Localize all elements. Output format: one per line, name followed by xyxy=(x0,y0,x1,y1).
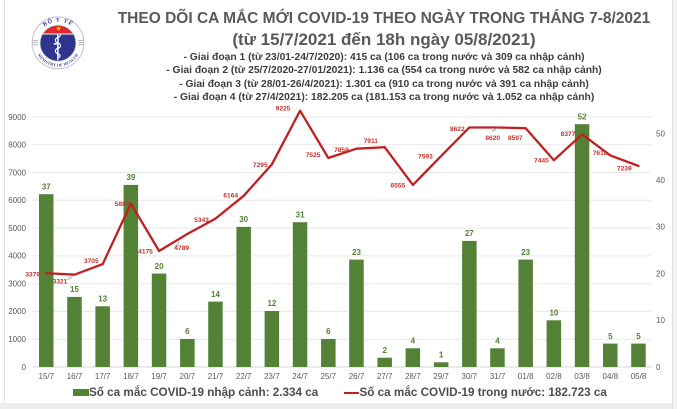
svg-text:8597: 8597 xyxy=(508,135,523,142)
svg-text:10: 10 xyxy=(656,316,665,325)
svg-text:31/7: 31/7 xyxy=(490,372,506,381)
svg-text:7000: 7000 xyxy=(8,168,26,177)
svg-text:2000: 2000 xyxy=(8,307,26,316)
svg-text:15: 15 xyxy=(70,285,79,294)
svg-text:6: 6 xyxy=(326,327,331,336)
svg-text:23/7: 23/7 xyxy=(264,372,280,381)
svg-text:6555: 6555 xyxy=(390,182,405,189)
svg-text:7239: 7239 xyxy=(617,165,632,172)
svg-text:52: 52 xyxy=(578,112,587,121)
svg-text:1: 1 xyxy=(439,351,444,360)
svg-text:9000: 9000 xyxy=(8,113,26,122)
svg-text:02/8: 02/8 xyxy=(546,372,562,381)
svg-text:27: 27 xyxy=(465,229,474,238)
svg-text:7445: 7445 xyxy=(534,158,549,165)
svg-text:8620: 8620 xyxy=(485,135,500,142)
svg-text:6: 6 xyxy=(185,327,190,336)
svg-text:25/7: 25/7 xyxy=(321,372,337,381)
svg-text:27/7: 27/7 xyxy=(377,372,393,381)
svg-text:29/7: 29/7 xyxy=(433,372,449,381)
svg-text:3321: 3321 xyxy=(53,278,68,285)
svg-text:40: 40 xyxy=(656,176,665,185)
svg-text:4789: 4789 xyxy=(174,245,189,252)
svg-text:7295: 7295 xyxy=(253,162,268,169)
svg-text:24/7: 24/7 xyxy=(292,372,308,381)
svg-text:20/7: 20/7 xyxy=(180,372,196,381)
svg-text:39: 39 xyxy=(126,173,135,182)
svg-text:4175: 4175 xyxy=(138,248,153,255)
svg-text:4: 4 xyxy=(411,337,416,346)
svg-text:30: 30 xyxy=(656,223,665,232)
svg-text:13: 13 xyxy=(98,295,107,304)
svg-text:21/7: 21/7 xyxy=(208,372,224,381)
svg-text:18/7: 18/7 xyxy=(123,372,139,381)
svg-text:26/7: 26/7 xyxy=(349,372,365,381)
svg-text:2: 2 xyxy=(382,346,387,355)
svg-text:7618: 7618 xyxy=(593,150,608,157)
svg-text:4: 4 xyxy=(495,337,500,346)
svg-text:17/7: 17/7 xyxy=(95,372,111,381)
svg-text:14: 14 xyxy=(211,290,220,299)
svg-text:37: 37 xyxy=(42,182,51,191)
svg-text:6164: 6164 xyxy=(223,193,238,200)
svg-text:3000: 3000 xyxy=(8,280,26,289)
svg-text:05/8: 05/8 xyxy=(631,372,647,381)
svg-text:4000: 4000 xyxy=(8,252,26,261)
svg-text:23: 23 xyxy=(352,248,361,257)
svg-text:6000: 6000 xyxy=(8,196,26,205)
svg-text:10: 10 xyxy=(549,309,558,318)
svg-text:04/8: 04/8 xyxy=(603,372,619,381)
svg-text:20: 20 xyxy=(656,269,665,278)
svg-text:22/7: 22/7 xyxy=(236,372,252,381)
svg-text:0: 0 xyxy=(656,363,661,372)
svg-text:03/8: 03/8 xyxy=(574,372,590,381)
svg-text:30: 30 xyxy=(239,215,248,224)
svg-text:7911: 7911 xyxy=(364,138,379,145)
svg-text:16/7: 16/7 xyxy=(67,372,83,381)
svg-text:5887: 5887 xyxy=(115,201,130,208)
svg-text:BỘ Y TẾ: BỘ Y TẾ xyxy=(42,16,75,28)
svg-text:0: 0 xyxy=(22,363,27,372)
svg-text:01/8: 01/8 xyxy=(518,372,534,381)
svg-text:5343: 5343 xyxy=(194,217,209,224)
svg-text:5: 5 xyxy=(636,332,641,341)
svg-text:19/7: 19/7 xyxy=(151,372,167,381)
svg-text:8622: 8622 xyxy=(450,126,465,133)
svg-text:7593: 7593 xyxy=(418,154,433,161)
svg-text:1000: 1000 xyxy=(8,335,26,344)
svg-text:7525: 7525 xyxy=(306,152,321,159)
svg-text:5: 5 xyxy=(608,332,613,341)
svg-text:5000: 5000 xyxy=(8,224,26,233)
svg-text:23: 23 xyxy=(521,248,530,257)
svg-text:15/7: 15/7 xyxy=(39,372,55,381)
svg-text:12: 12 xyxy=(267,299,276,308)
svg-text:30/7: 30/7 xyxy=(462,372,478,381)
svg-text:9225: 9225 xyxy=(276,106,291,113)
svg-text:31: 31 xyxy=(296,210,305,219)
svg-text:20: 20 xyxy=(155,262,164,271)
svg-text:8000: 8000 xyxy=(8,141,26,150)
svg-text:28/7: 28/7 xyxy=(405,372,421,381)
svg-text:3705: 3705 xyxy=(84,258,99,265)
svg-text:8377: 8377 xyxy=(561,131,576,138)
svg-text:3379: 3379 xyxy=(25,271,40,278)
svg-text:50: 50 xyxy=(656,129,665,138)
svg-text:7859: 7859 xyxy=(334,147,349,154)
